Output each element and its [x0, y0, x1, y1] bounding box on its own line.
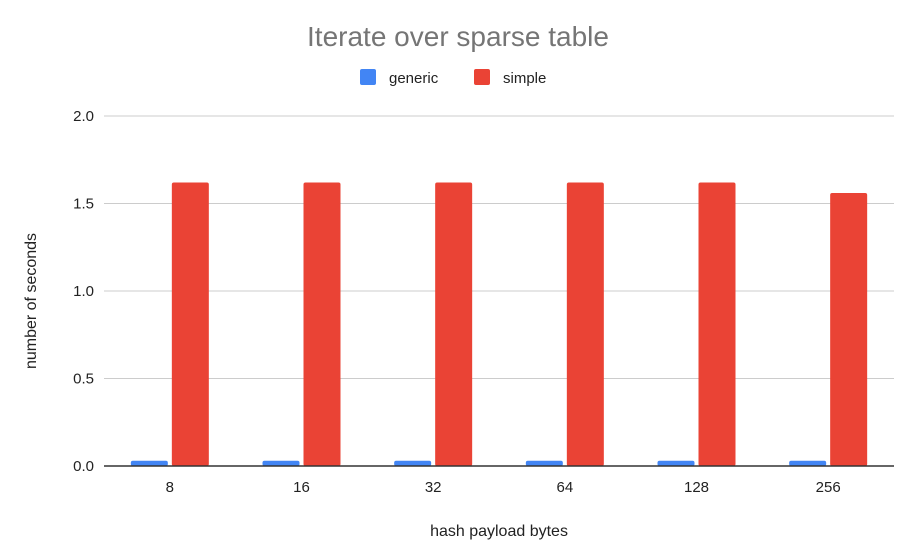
bar-generic-256 — [789, 460, 827, 466]
y-tick-label: 1.0 — [73, 283, 94, 300]
bar-generic-64 — [525, 460, 563, 466]
y-tick-label: 0.0 — [73, 458, 94, 475]
bar-simple-128 — [698, 182, 736, 466]
legend: generic simple — [360, 69, 546, 87]
bar-generic-128 — [657, 460, 695, 466]
x-axis-label: hash payload bytes — [430, 523, 568, 540]
y-axis-label: number of seconds — [23, 233, 40, 369]
legend-label-simple: simple — [503, 70, 546, 87]
y-tick-label: 0.5 — [73, 371, 94, 388]
x-tick-label: 32 — [425, 479, 442, 496]
x-ticks: 8 16 32 64 128 256 — [166, 479, 841, 496]
y-ticks: 0.0 0.5 1.0 1.5 2.0 — [73, 108, 94, 475]
x-tick-label: 64 — [556, 479, 573, 496]
legend-swatch-simple — [474, 69, 490, 85]
y-tick-label: 2.0 — [73, 108, 94, 125]
gridlines — [104, 115, 894, 379]
bar-simple-32 — [435, 182, 473, 466]
bars — [130, 182, 868, 466]
bar-simple-8 — [171, 182, 209, 466]
x-tick-label: 8 — [166, 479, 174, 496]
x-tick-label: 16 — [293, 479, 310, 496]
bar-generic-32 — [394, 460, 432, 466]
legend-swatch-generic — [360, 69, 376, 85]
y-tick-label: 1.5 — [73, 196, 94, 213]
bar-simple-16 — [303, 182, 341, 466]
bar-generic-16 — [262, 460, 300, 466]
x-tick-label: 128 — [684, 479, 709, 496]
legend-label-generic: generic — [389, 70, 439, 87]
x-tick-label: 256 — [816, 479, 841, 496]
bar-simple-256 — [830, 193, 868, 466]
bar-simple-64 — [566, 182, 604, 466]
bar-generic-8 — [130, 460, 168, 466]
chart-title: Iterate over sparse table — [307, 21, 609, 52]
